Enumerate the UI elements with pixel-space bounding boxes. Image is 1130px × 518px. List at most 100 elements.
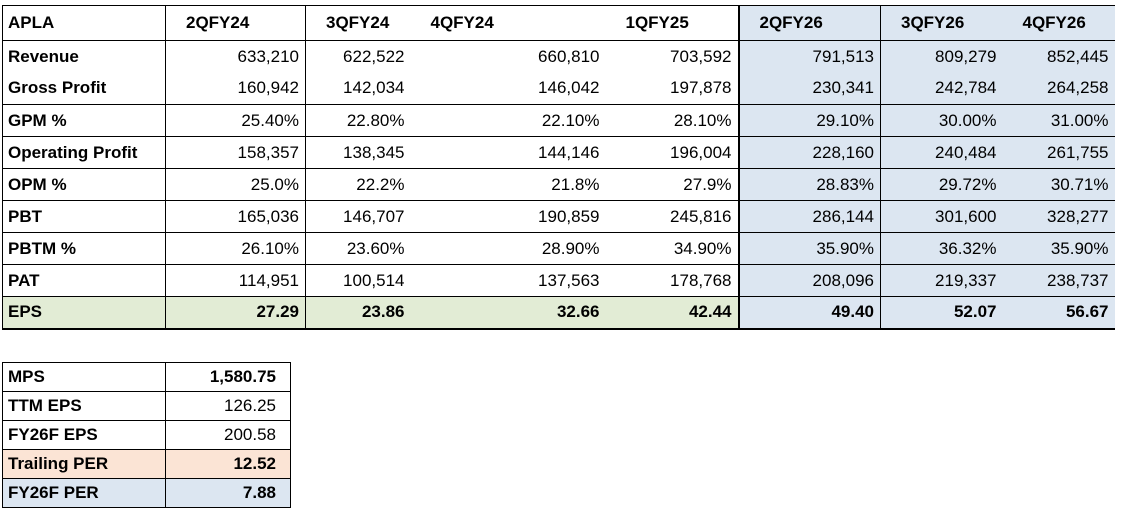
cell: 30.71% <box>1002 168 1115 201</box>
cell: 196,004 <box>605 136 739 169</box>
cell: 42.44 <box>605 296 739 330</box>
row-label: PAT <box>2 264 166 297</box>
header-cell: 4QFY26 <box>1002 5 1115 41</box>
cell: 633,210 <box>165 40 306 73</box>
cell: 190,859 <box>410 200 606 233</box>
cell: 28.83% <box>737 168 881 201</box>
header-cell: 1QFY25 <box>605 5 739 41</box>
table-row: Operating Profit 158,357 138,345 144,146 196… <box>2 136 1115 169</box>
cell: 261,755 <box>1002 136 1115 169</box>
cell: 703,592 <box>670 46 732 66</box>
cell: 165,036 <box>165 200 306 233</box>
summary-row: MPS 1,580.75 <box>2 362 291 392</box>
table-row: PBTM % 26.10% 23.60% 28.90% 34.90% 35.90% 36.3… <box>2 232 1115 265</box>
cell: 791,513 <box>737 40 881 73</box>
cell: 32.66 <box>410 296 606 330</box>
summary-row: Trailing PER 12.52 <box>2 449 291 479</box>
cell: 146,707 <box>305 200 411 233</box>
cell: 286,144 <box>737 200 881 233</box>
cell: 22.80% <box>305 104 411 137</box>
table-row: Revenue 633,210 622,522 660,810 703,592 791,5… <box>2 40 1115 73</box>
row-label: PBTM % <box>2 232 166 265</box>
row-label: FY26F EPS <box>2 420 166 450</box>
row-label: Gross Profit <box>2 72 166 105</box>
cell: 35.90% <box>737 232 881 265</box>
row-label: GPM % <box>2 104 166 137</box>
cell: 23.86 <box>305 296 411 330</box>
cell: 230,341 <box>737 72 881 105</box>
table-row: PBT 165,036 146,707 190,859 245,816 286,144 30… <box>2 200 1115 233</box>
cell: 245,816 <box>605 200 739 233</box>
cell: 49.40 <box>737 296 881 330</box>
cell: 27.9% <box>605 168 739 201</box>
financials-table: APLA 2QFY24 3QFY24 4QFY24 1QFY25 2QFY26 3QFY26… <box>2 5 1115 330</box>
cell: 328,277 <box>1002 200 1115 233</box>
cell: 27.29 <box>165 296 306 330</box>
table-row: PAT 114,951 100,514 137,563 178,768 208,096 21… <box>2 264 1115 297</box>
cell: 240,484 <box>880 136 1003 169</box>
cell: 160,942 <box>165 72 306 105</box>
cell: 1,580.75 <box>165 362 291 392</box>
cell: 228,160 <box>737 136 881 169</box>
row-label: EPS <box>2 296 166 330</box>
cell: 126.25 <box>165 391 291 421</box>
cell: 852,445 <box>1002 40 1115 73</box>
cell: 114,951 <box>165 264 306 297</box>
row-label: Trailing PER <box>2 449 166 479</box>
header-cell: 3QFY24 <box>305 5 411 41</box>
row-label: OPM % <box>2 168 166 201</box>
table-row: GPM % 25.40% 22.80% 22.10% 28.10% 29.10% 30.00… <box>2 104 1115 137</box>
cell: 35.90% <box>1002 232 1115 265</box>
row-label: FY26F PER <box>2 478 166 508</box>
cell: 138,345 <box>305 136 411 169</box>
table-row: Gross Profit 160,942 142,034 146,042 197,878… <box>2 72 1115 105</box>
cell: 144,146 <box>410 136 606 169</box>
cell: 200.58 <box>165 420 291 450</box>
cell: 56.67 <box>1002 296 1115 330</box>
cell: 36.32% <box>880 232 1003 265</box>
table-row: OPM % 25.0% 22.2% 21.8% 27.9% 28.83% 29.72% 30.… <box>2 168 1115 201</box>
cell: 21.8% <box>410 168 606 201</box>
summary-row: FY26F PER 7.88 <box>2 478 291 508</box>
cell: 264,258 <box>1002 72 1115 105</box>
header-cell: 4QFY24 <box>410 5 606 41</box>
header-cell: 2QFY24 <box>165 5 306 41</box>
cell: 12.52 <box>165 449 291 479</box>
cell: 809,279 <box>880 40 1003 73</box>
cell: 25.40% <box>165 104 306 137</box>
row-label: PBT <box>2 200 166 233</box>
cell: 208,096 <box>737 264 881 297</box>
cell: 137,563 <box>410 264 606 297</box>
summary-row: FY26F EPS 200.58 <box>2 420 291 450</box>
cell: 660,810 <box>538 46 600 66</box>
row-label: Revenue <box>2 40 166 73</box>
cell: 25.0% <box>165 168 306 201</box>
header-cell: 2QFY26 <box>737 5 881 41</box>
cell: 178,768 <box>605 264 739 297</box>
cell: 301,600 <box>880 200 1003 233</box>
row-label: TTM EPS <box>2 391 166 421</box>
valuation-table: MPS 1,580.75 TTM EPS 126.25 FY26F EPS 200.58 T… <box>2 362 291 508</box>
cell: 622,522 <box>343 46 405 66</box>
cell: 26.10% <box>165 232 306 265</box>
cell: 22.2% <box>305 168 411 201</box>
cell: 7.88 <box>165 478 291 508</box>
row-label: MPS <box>2 362 166 392</box>
header-cell: APLA <box>2 5 166 41</box>
header-row: APLA 2QFY24 3QFY24 4QFY24 1QFY25 2QFY26 3QFY26… <box>2 5 1115 41</box>
cell: 52.07 <box>880 296 1003 330</box>
cell: 219,337 <box>880 264 1003 297</box>
cell: 197,878 <box>605 72 739 105</box>
table-row: EPS 27.29 23.86 32.66 42.44 49.40 52.07 56.67 <box>2 296 1115 330</box>
cell: 28.10% <box>605 104 739 137</box>
row-label: Operating Profit <box>2 136 166 169</box>
cell: 34.90% <box>605 232 739 265</box>
cell: 142,034 <box>305 72 411 105</box>
cell: 30.00% <box>880 104 1003 137</box>
cell: 29.10% <box>737 104 881 137</box>
cell: 242,784 <box>880 72 1003 105</box>
cell: 29.72% <box>880 168 1003 201</box>
cell: 238,737 <box>1002 264 1115 297</box>
